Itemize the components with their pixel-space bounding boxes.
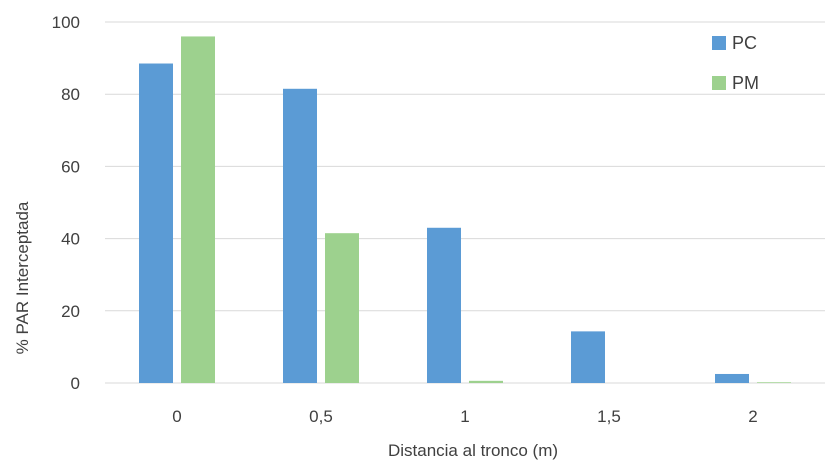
x-axis-label: Distancia al tronco (m) <box>388 441 558 460</box>
bar-pm-4 <box>757 382 791 383</box>
y-axis-ticks: 0 20 40 60 80 100 <box>52 13 80 393</box>
legend: PC PM <box>712 33 759 93</box>
x-tick-label: 1 <box>460 407 469 426</box>
bars <box>139 36 791 383</box>
y-tick-label: 60 <box>61 157 80 176</box>
legend-swatch-pm <box>712 76 726 90</box>
y-tick-label: 20 <box>61 302 80 321</box>
x-tick-label: 1,5 <box>597 407 621 426</box>
bar-pc-0 <box>139 63 173 383</box>
bar-pc-2 <box>427 227 461 383</box>
x-axis-ticks: 0 0,5 1 1,5 2 <box>172 407 757 426</box>
x-tick-label: 2 <box>748 407 757 426</box>
y-tick-label: 0 <box>71 374 80 393</box>
y-axis-label: % PAR Interceptada <box>13 201 32 354</box>
bar-pm-2 <box>469 380 503 383</box>
legend-swatch-pc <box>712 36 726 50</box>
bar-pm-0 <box>181 36 215 383</box>
gridlines <box>105 21 825 384</box>
y-tick-label: 100 <box>52 13 80 32</box>
bar-pc-1 <box>283 88 317 383</box>
y-tick-label: 80 <box>61 85 80 104</box>
x-tick-label: 0 <box>172 407 181 426</box>
x-tick-label: 0,5 <box>309 407 333 426</box>
legend-label-pm: PM <box>732 73 759 93</box>
bar-pm-1 <box>325 233 359 383</box>
legend-label-pc: PC <box>732 33 757 53</box>
y-tick-label: 40 <box>61 230 80 249</box>
bar-pc-3 <box>571 331 605 383</box>
bar-pc-4 <box>715 373 749 383</box>
